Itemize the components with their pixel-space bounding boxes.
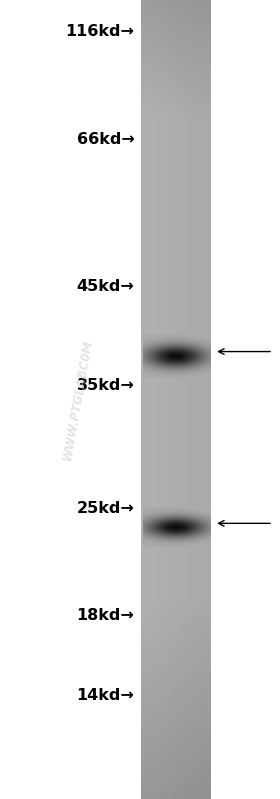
Text: 45kd→: 45kd→	[77, 279, 134, 293]
Text: 116kd→: 116kd→	[66, 25, 134, 39]
Text: WWW.PTGLABC0M: WWW.PTGLABC0M	[61, 338, 95, 461]
Text: 66kd→: 66kd→	[77, 133, 134, 147]
Text: 18kd→: 18kd→	[77, 608, 134, 622]
Text: 25kd→: 25kd→	[77, 502, 134, 516]
Text: 35kd→: 35kd→	[77, 378, 134, 392]
Text: 14kd→: 14kd→	[77, 688, 134, 702]
